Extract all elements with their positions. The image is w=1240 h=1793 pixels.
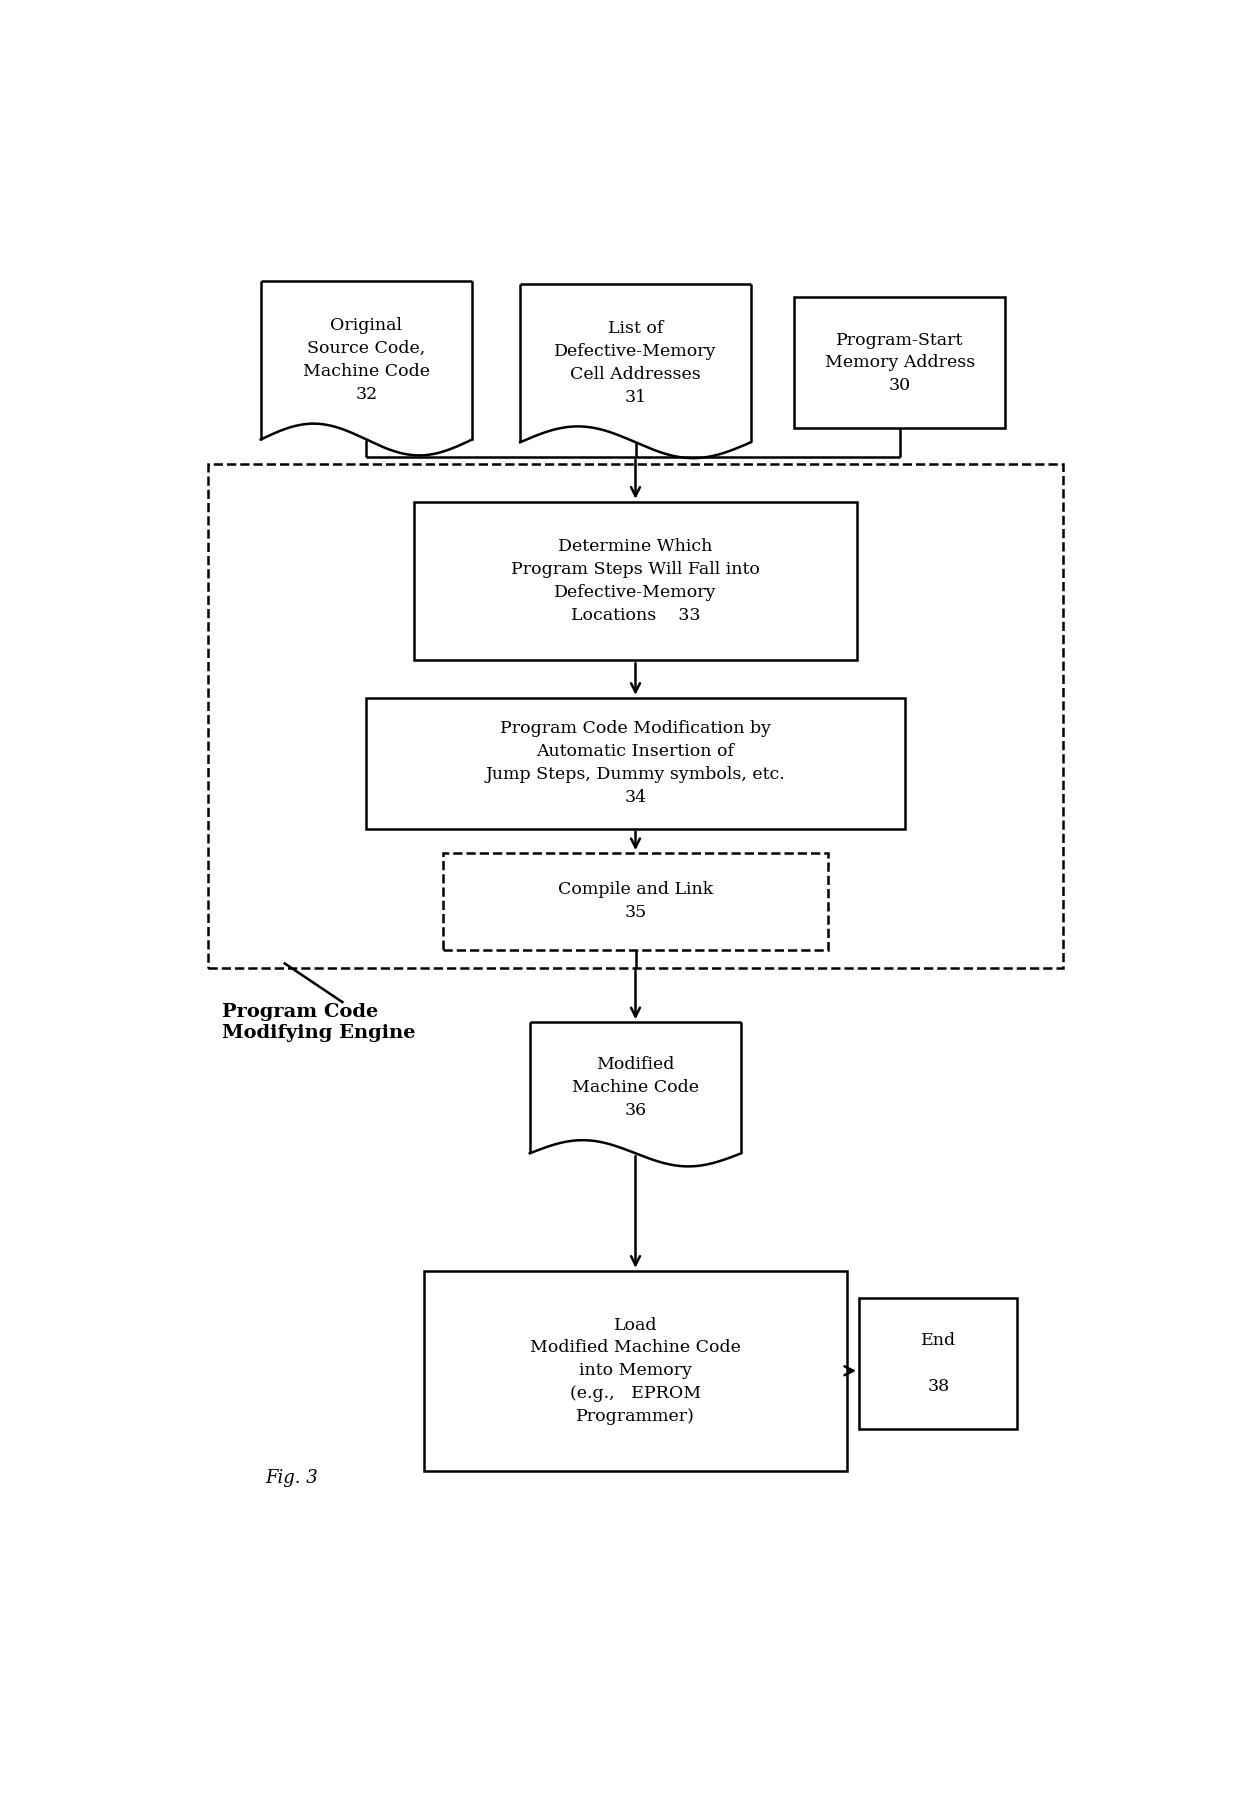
Bar bbox=[208, 464, 1063, 968]
Bar bbox=[859, 1298, 1018, 1429]
Text: Program Code
Modifying Engine: Program Code Modifying Engine bbox=[222, 1004, 415, 1042]
Bar bbox=[367, 697, 905, 828]
Text: Compile and Link
35: Compile and Link 35 bbox=[558, 882, 713, 922]
Text: Program Code Modification by
Automatic Insertion of
Jump Steps, Dummy symbols, e: Program Code Modification by Automatic I… bbox=[486, 721, 785, 807]
Text: End

38: End 38 bbox=[920, 1332, 956, 1395]
Bar bbox=[424, 1271, 847, 1470]
Text: Determine Which
Program Steps Will Fall into
Defective-Memory
Locations    33: Determine Which Program Steps Will Fall … bbox=[511, 538, 760, 624]
Text: Original
Source Code,
Machine Code
32: Original Source Code, Machine Code 32 bbox=[303, 317, 430, 403]
Text: List of
Defective-Memory
Cell Addresses
31: List of Defective-Memory Cell Addresses … bbox=[554, 321, 717, 405]
Text: Fig. 3: Fig. 3 bbox=[265, 1470, 319, 1488]
Bar bbox=[444, 853, 828, 950]
Bar bbox=[414, 502, 857, 660]
Text: Load
Modified Machine Code
into Memory
(e.g.,   EPROM
Programmer): Load Modified Machine Code into Memory (… bbox=[529, 1316, 742, 1425]
Bar bbox=[794, 298, 1006, 429]
Text: Program-Start
Memory Address
30: Program-Start Memory Address 30 bbox=[825, 332, 975, 394]
Text: Modified
Machine Code
36: Modified Machine Code 36 bbox=[572, 1056, 699, 1119]
